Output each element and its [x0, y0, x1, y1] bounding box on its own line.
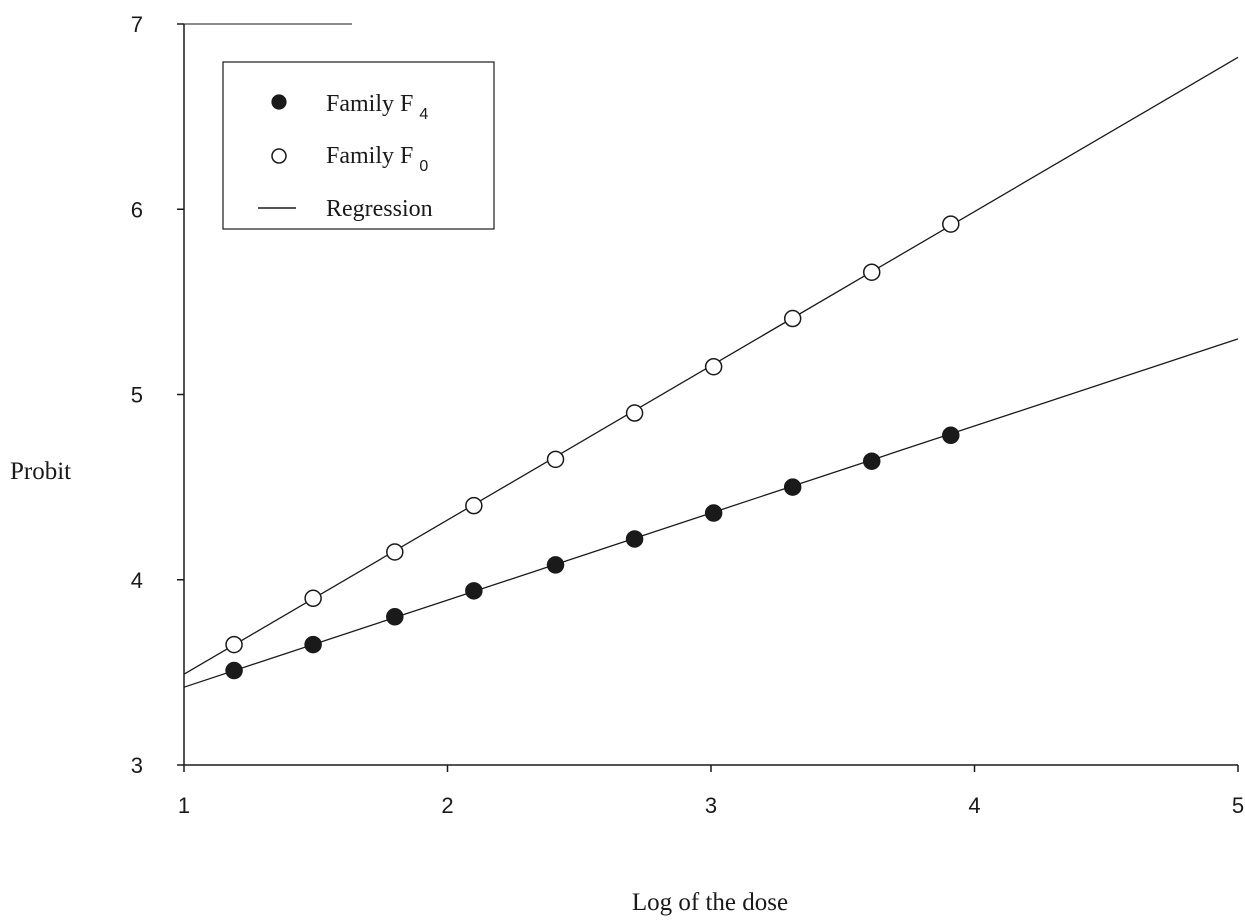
data-point-family-f4 [386, 608, 404, 626]
data-point-family-f0 [386, 543, 404, 561]
x-tick-label: 1 [178, 793, 190, 818]
y-axis-title: Probit [10, 458, 71, 485]
x-tick-label: 4 [968, 793, 980, 818]
data-point-family-f4 [942, 426, 960, 445]
legend-box [222, 61, 495, 230]
data-point-family-f4 [704, 504, 723, 522]
data-point-family-f0 [704, 357, 723, 376]
axis-ticks: 1 2 3 4 5 3 4 5 6 7 [131, 12, 1244, 818]
y-tick-label: 5 [131, 383, 143, 408]
data-point-family-f4 [225, 661, 243, 680]
data-point-family-f4 [465, 582, 483, 600]
x-tick-label: 5 [1232, 793, 1244, 818]
x-tick-label: 2 [441, 793, 453, 818]
data-point-family-f0 [546, 450, 565, 469]
data-point-family-f4 [783, 478, 802, 496]
legend: Family F 4 Family F 0 Regression [222, 61, 495, 230]
legend-marker-filled [271, 94, 287, 110]
data-point-family-f0 [465, 496, 483, 515]
legend-label-f0-text: Family F [326, 143, 413, 169]
data-point-family-f4 [862, 452, 881, 470]
data-point-family-f0 [304, 589, 322, 608]
data-point-family-f0 [225, 635, 243, 654]
legend-marker-open [271, 148, 287, 164]
data-point-family-f4 [546, 556, 565, 574]
data-point-family-f0 [942, 215, 960, 233]
y-tick-label: 4 [131, 568, 143, 593]
data-points [225, 215, 960, 680]
data-point-family-f0 [862, 263, 881, 281]
data-point-family-f0 [783, 309, 802, 328]
data-point-family-f0 [625, 404, 644, 422]
legend-label-family-f4: Family F 4 [326, 91, 428, 123]
data-point-family-f4 [304, 635, 322, 654]
y-tick-label: 3 [131, 753, 143, 778]
y-tick-label: 6 [131, 197, 143, 222]
x-axis-title: Log of the dose [632, 889, 788, 916]
legend-label-family-f0: Family F 0 [326, 143, 428, 175]
legend-label-f4-subscript: 4 [419, 106, 428, 123]
legend-label-regression: Regression [326, 196, 433, 222]
legend-label-f4-text: Family F [326, 91, 413, 117]
y-tick-label: 7 [131, 12, 143, 37]
data-point-family-f4 [625, 530, 644, 548]
x-tick-label: 3 [705, 793, 717, 818]
legend-label-f0-subscript: 0 [419, 158, 428, 175]
